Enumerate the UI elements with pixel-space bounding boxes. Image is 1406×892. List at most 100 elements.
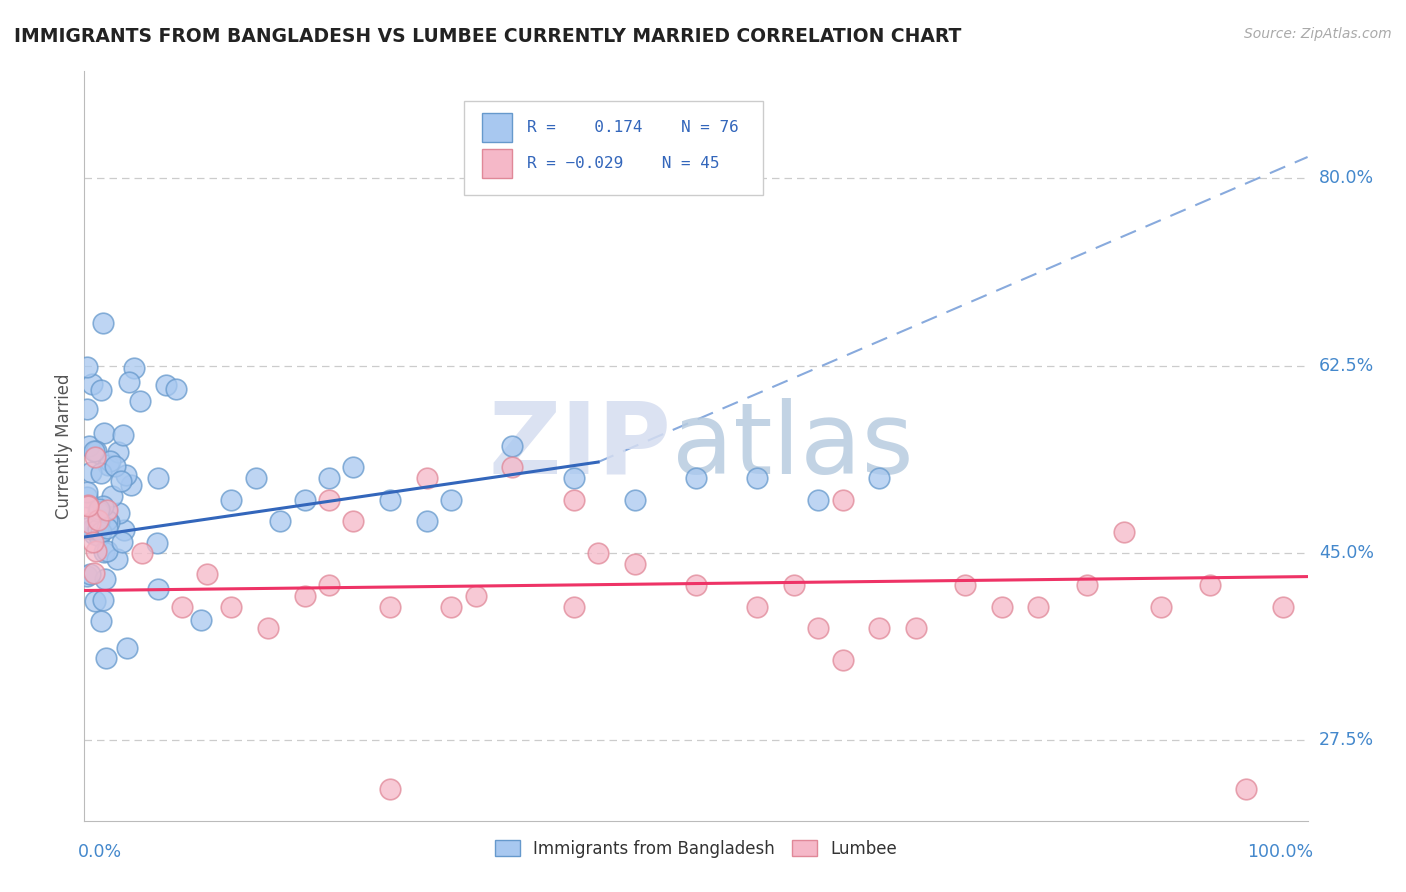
Point [83,566,105,580]
Point [83,593,105,607]
FancyBboxPatch shape [482,149,513,178]
Point [86,504,108,518]
Point [1114,524,1136,539]
Point [91,317,114,331]
Point [97,458,120,472]
Point [84,544,107,558]
Point [953,578,976,592]
Point [115,640,138,655]
Point [245,471,267,485]
Text: 62.5%: 62.5% [1319,357,1374,375]
Point [79,516,101,531]
Point [269,514,291,528]
Text: R = −0.029    N = 45: R = −0.029 N = 45 [527,156,720,171]
Point [77,439,100,453]
Point [118,375,141,389]
Point [1028,599,1050,614]
Text: 45.0%: 45.0% [1319,544,1374,562]
Point [76,569,98,583]
Point [624,492,647,507]
Text: 0.0%: 0.0% [79,843,122,861]
Point [98,454,121,468]
Point [87,514,110,528]
Point [94,572,117,586]
Point [131,546,153,560]
Point [76,402,98,417]
Point [146,535,169,549]
Point [76,490,98,504]
Point [294,492,316,507]
Point [91,592,114,607]
Point [342,514,364,528]
FancyBboxPatch shape [464,102,763,195]
Point [807,621,830,635]
Point [342,460,364,475]
Point [80,465,103,479]
Point [87,522,110,536]
Point [562,599,585,614]
Point [1236,781,1258,796]
Point [1150,599,1173,614]
Point [380,492,402,507]
Text: atlas: atlas [672,398,912,494]
Point [94,506,117,520]
Point [93,426,115,441]
Point [96,503,118,517]
Point [84,444,107,458]
Point [1198,578,1220,592]
Point [783,578,806,592]
Point [105,552,128,566]
Point [831,653,853,667]
Point [87,529,110,543]
Point [84,450,107,464]
Point [219,492,242,507]
Point [155,377,177,392]
Point [219,599,242,614]
Point [416,514,439,528]
Point [1272,599,1295,614]
FancyBboxPatch shape [482,113,513,142]
Point [90,384,112,398]
Text: 100.0%: 100.0% [1247,843,1313,861]
Point [91,508,114,523]
Point [195,567,218,582]
Point [318,471,340,485]
Point [101,489,124,503]
Point [83,443,105,458]
Point [562,492,585,507]
Point [114,467,136,482]
Point [120,477,142,491]
Point [90,614,112,628]
Point [112,428,135,442]
Point [562,471,585,485]
Point [190,613,212,627]
Point [87,502,110,516]
Point [624,557,647,571]
Point [87,513,110,527]
Point [82,534,104,549]
Point [146,471,169,485]
Text: ZIP: ZIP [489,398,672,494]
Point [111,534,134,549]
Point [440,599,463,614]
Point [108,506,131,520]
Point [991,599,1014,614]
Point [380,781,402,796]
Point [685,471,707,485]
Point [83,527,105,541]
Point [107,445,129,459]
Point [294,589,316,603]
Point [77,499,100,513]
Point [122,361,145,376]
Point [257,621,280,635]
Point [129,393,152,408]
Point [165,383,187,397]
Text: 27.5%: 27.5% [1319,731,1374,749]
Point [905,621,928,635]
Point [80,522,103,536]
Point [77,499,100,513]
Point [172,599,194,614]
Point [1076,578,1098,592]
Point [685,578,707,592]
Point [318,578,340,592]
